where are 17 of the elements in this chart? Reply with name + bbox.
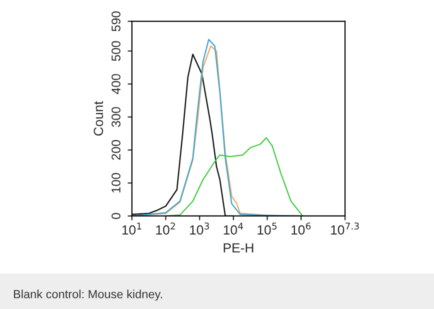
y-tick-label: 200 (112, 140, 120, 160)
y-tick-label: 300 (112, 107, 120, 127)
x-tick-label: 10$^{7.3}$ (331, 222, 359, 235)
x-tick-label: 10$^{2}$ (156, 222, 175, 235)
y-tick-label: 590 (112, 11, 120, 32)
y-tick-label: 400 (112, 74, 120, 94)
x-tick-label: 10$^{5}$ (258, 222, 277, 235)
x-tick-label: 10$^{1}$ (122, 222, 142, 235)
x-tick-label: 10$^{6}$ (292, 222, 311, 235)
y-tick-label: 0 (112, 213, 120, 219)
y-axis-title: Count (94, 101, 104, 136)
x-axis-title: PE-H (224, 243, 254, 252)
y-tick-label: 100 (112, 173, 120, 192)
text: Blank control: Mouse kidney. (14, 290, 162, 301)
y-tick-label: 500 (112, 41, 120, 61)
x-tick-label: 10$^{3}$ (190, 222, 209, 235)
x-tick-label: 10$^{4}$ (224, 222, 244, 235)
